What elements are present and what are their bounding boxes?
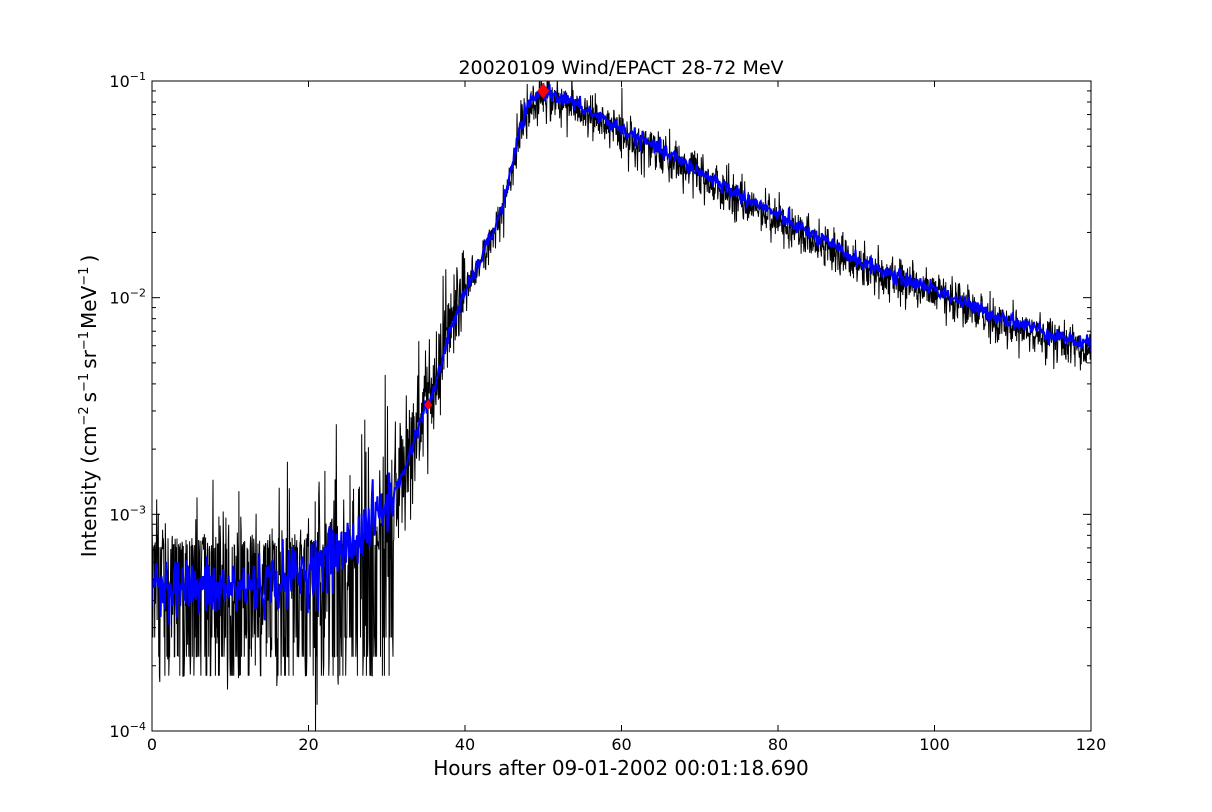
- x-tick-label: 0: [147, 735, 157, 754]
- marker-1: [424, 399, 433, 411]
- marker-2: [537, 83, 550, 99]
- x-tick-label: 60: [611, 735, 631, 754]
- x-axis-label: Hours after 09-01-2002 00:01:18.690: [433, 756, 809, 780]
- chart-title: 20020109 Wind/EPACT 28-72 MeV: [458, 57, 783, 79]
- y-tick-label: 10−2: [109, 287, 146, 308]
- y-tick-label: 10−4: [109, 720, 146, 741]
- x-tick-label: 80: [768, 735, 788, 754]
- x-tick-label: 100: [919, 735, 950, 754]
- plot-series-group: [152, 81, 1091, 731]
- y-tick-label: 10−1: [109, 70, 146, 91]
- series-raw-line: [152, 81, 1091, 731]
- x-tick-label: 40: [455, 735, 475, 754]
- y-tick-label: 10−3: [109, 503, 146, 524]
- series-smoothed-line: [152, 83, 1091, 625]
- axis-ticks-group: 0 20 40 60 80 100 120 10−4 10−3 10−2 10−1: [109, 70, 1106, 754]
- y-axis-label: Intensity (cm−2s−1sr−1MeV−1): [77, 255, 101, 558]
- x-tick-label: 120: [1076, 735, 1107, 754]
- plot-markers-group: [424, 83, 550, 411]
- x-tick-label: 20: [298, 735, 318, 754]
